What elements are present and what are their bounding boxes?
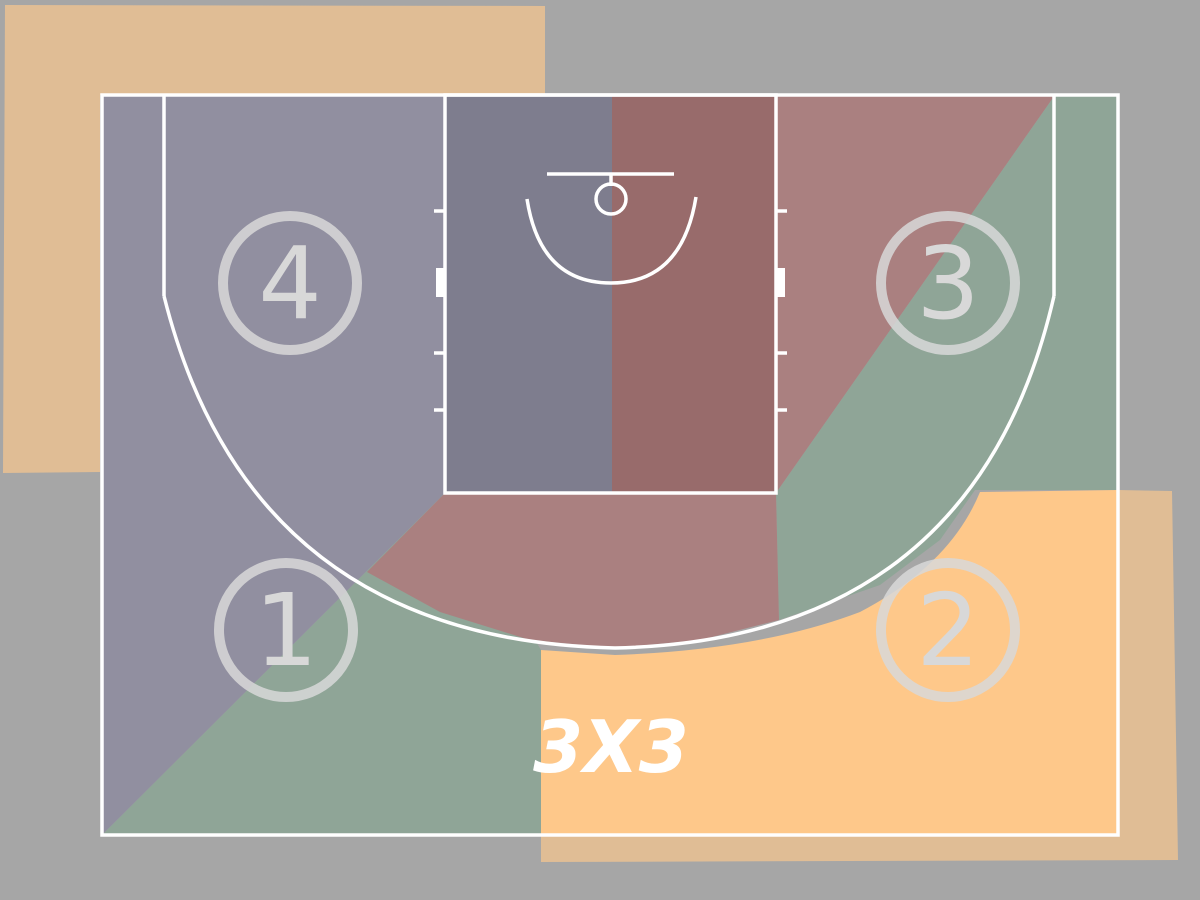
zone-3-label-group: 3	[876, 211, 1020, 355]
offcourt-area-top-left	[3, 5, 545, 473]
restricted-area-arc	[525, 196, 698, 285]
zone-3-green-area	[776, 95, 1118, 620]
paint-right-half	[612, 95, 776, 493]
zone-3-label: 3	[916, 225, 980, 342]
zone-1-ring	[214, 558, 358, 702]
zone-4-label-group: 4	[218, 211, 362, 355]
zone-1-label-group: 1	[214, 558, 358, 702]
paint-left-half	[445, 95, 612, 493]
three-point-arc	[162, 295, 1056, 650]
lane-block	[436, 268, 445, 297]
zone-3-ring	[876, 211, 1020, 355]
zone-4-label: 4	[258, 225, 322, 342]
zone-2-label: 2	[916, 572, 980, 689]
zone-2-area	[541, 490, 1118, 835]
zone-1-label: 1	[254, 572, 318, 689]
top-of-key-area	[367, 493, 779, 648]
lane-block	[776, 268, 785, 297]
rim	[594, 182, 628, 216]
fiba-3x3-logo: 3X3	[533, 705, 689, 789]
zone-2-ring	[876, 558, 1020, 702]
zone-2-label-group: 2	[876, 558, 1020, 702]
zone-4-ring	[218, 211, 362, 355]
